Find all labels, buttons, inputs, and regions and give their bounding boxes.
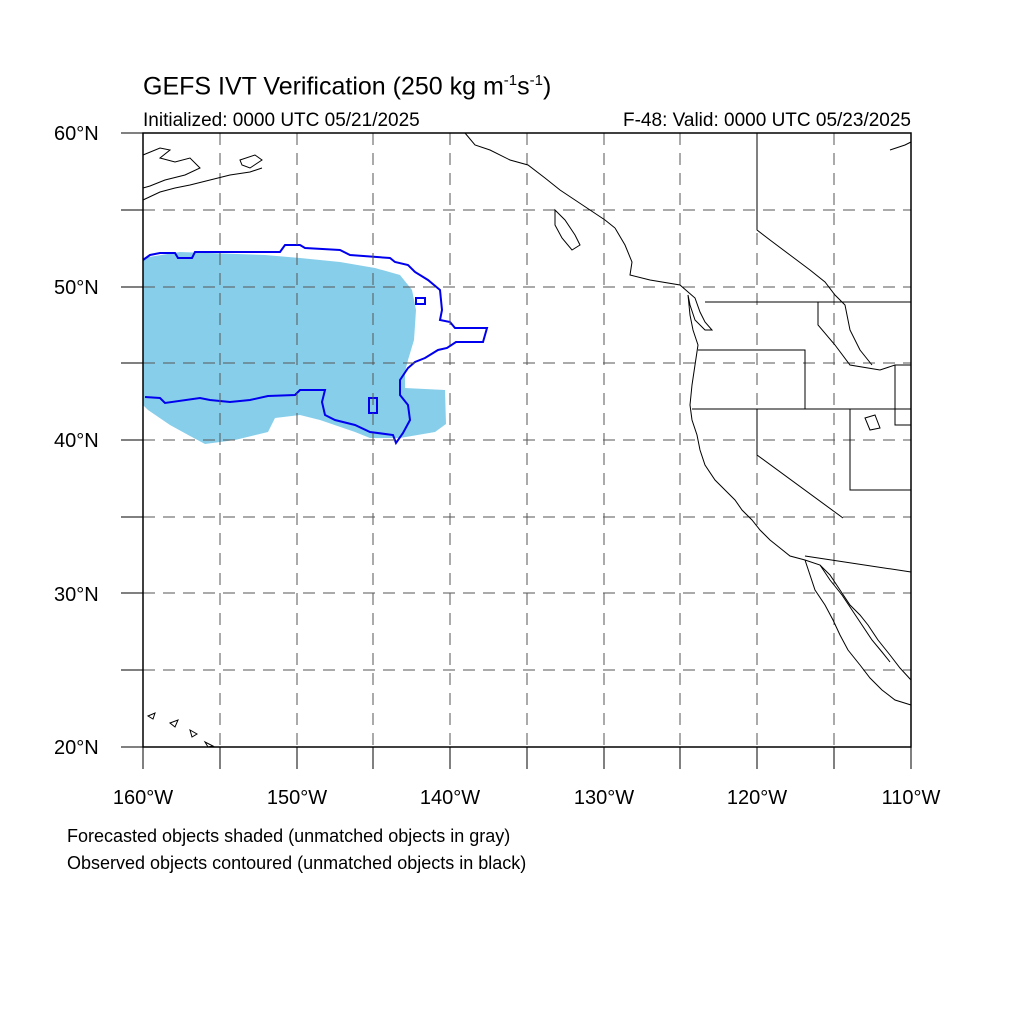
title-unit-s: s (517, 72, 530, 101)
map-grid (143, 133, 911, 747)
title-exponent-1: -1 (503, 72, 518, 89)
observed-ivt-contour-small-b (368, 397, 378, 414)
lon-label-120w: 120°W (727, 787, 787, 809)
latitude-labels: 60°N 50°N 40°N 30°N 20°N (54, 123, 99, 759)
lon-label-110w: 110°W (882, 787, 941, 809)
initialized-time: Initialized: 0000 UTC 05/21/2025 (143, 110, 420, 131)
observed-ivt-contour-small-a (415, 297, 426, 305)
forecast-ivt-object (143, 252, 446, 444)
lon-label-150w: 150°W (267, 787, 327, 809)
lat-label-30: 30°N (54, 584, 99, 606)
lat-label-20: 20°N (54, 737, 99, 759)
lat-label-60: 60°N (54, 123, 99, 145)
longitude-labels: 160°W 150°W 140°W 130°W 120°W 110°W (113, 787, 941, 809)
legend-note-forecast: Forecasted objects shaded (unmatched obj… (67, 826, 511, 846)
title-text: GEFS IVT Verification (250 kg m (143, 72, 504, 101)
valid-time: F-48: Valid: 0000 UTC 05/23/2025 (623, 110, 911, 131)
coastlines (142, 132, 912, 748)
title-close: ) (542, 72, 552, 101)
lon-label-140w: 140°W (420, 787, 480, 809)
lat-label-40: 40°N (54, 430, 99, 452)
legend-note-observed: Observed objects contoured (unmatched ob… (67, 853, 527, 873)
chart-title: GEFS IVT Verification (250 kg m-1s-1) (143, 72, 551, 101)
lon-label-130w: 130°W (574, 787, 634, 809)
title-exponent-2: -1 (529, 72, 543, 89)
lon-label-160w: 160°W (113, 787, 173, 809)
axis-ticks (121, 132, 912, 769)
lat-label-50: 50°N (54, 277, 99, 299)
